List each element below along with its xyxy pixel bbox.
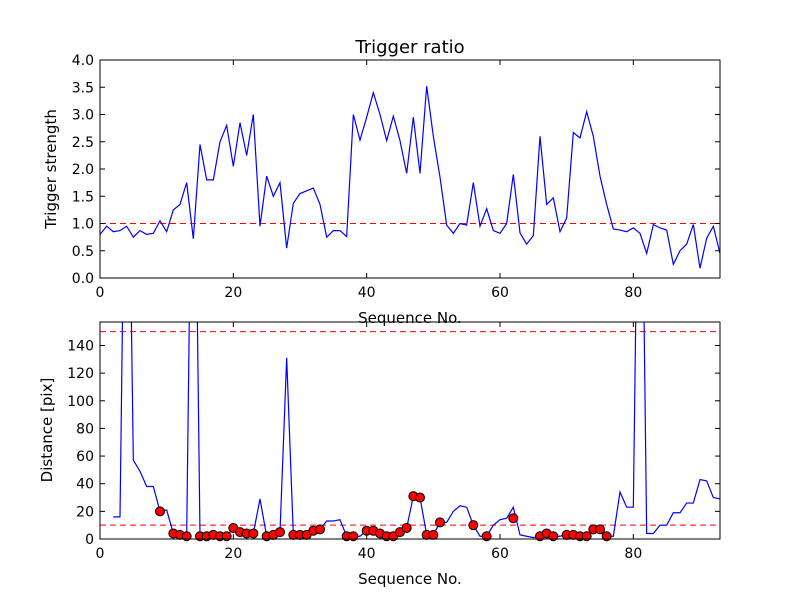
x-tick-label: 20 [224,285,242,301]
data-point [415,492,425,503]
y-tick-label: 80 [76,421,94,437]
x-axis-label-bottom: Sequence No. [358,570,462,588]
data-point [481,531,492,542]
y-tick-label: 0.5 [72,244,94,260]
x-tick-label: 0 [96,546,105,562]
y-tick-label: 2.0 [72,162,94,178]
x-tick-label: 60 [491,546,509,562]
x-tick-label: 0 [96,285,105,301]
y-tick-label: 1.5 [72,189,94,205]
x-axis-label-top: Sequence No. [358,309,462,327]
y-tick-label: 0 [85,532,94,548]
data-point [401,522,412,533]
x-tick-label: 80 [624,285,642,301]
y-tick-label: 140 [67,338,94,354]
series-line [100,86,720,269]
data-point [155,506,165,517]
data-point [275,527,285,538]
data-point [348,531,359,542]
y-tick-label: 100 [67,394,94,410]
data-point [548,531,559,542]
data-point [428,529,439,540]
data-point [181,531,192,542]
data-point [221,531,232,542]
data-point [248,528,259,539]
y-axis-label-bottom: Distance [pix] [38,378,56,483]
x-tick-label: 60 [491,285,509,301]
y-tick-label: 40 [76,477,94,493]
x-tick-label: 20 [224,546,242,562]
data-point [601,531,612,542]
y-tick-label: 3.5 [72,80,94,96]
y-tick-label: 3.0 [72,108,94,124]
y-tick-label: 120 [67,366,94,382]
data-point [595,524,605,535]
data-point [435,517,445,528]
y-tick-label: 60 [76,449,94,465]
y-tick-label: 2.5 [72,135,94,151]
data-point [468,520,479,531]
plot-frame-bottom [99,321,721,540]
y-axis-label-top: Trigger strength [42,109,60,230]
y-tick-label: 1.0 [72,217,94,233]
trigger-ratio-panel: Trigger ratio 0 20 40 60 80 0.0 0.5 1.0 1.5 2.0 2… [42,37,721,327]
y-tick-label: 20 [76,504,94,520]
y-tick-label: 4.0 [72,53,94,69]
x-tick-label: 40 [358,546,376,562]
data-point [508,513,519,524]
data-point [581,531,592,542]
y-tick-label: 0.0 [72,271,94,287]
distance-panel: 0 20 40 60 80 0 20 40 60 80 100 120 140 Sequence No… [38,321,721,588]
x-tick-label: 80 [624,546,642,562]
chart-title: Trigger ratio [354,37,464,58]
x-tick-label: 40 [358,285,376,301]
data-point [315,524,325,535]
